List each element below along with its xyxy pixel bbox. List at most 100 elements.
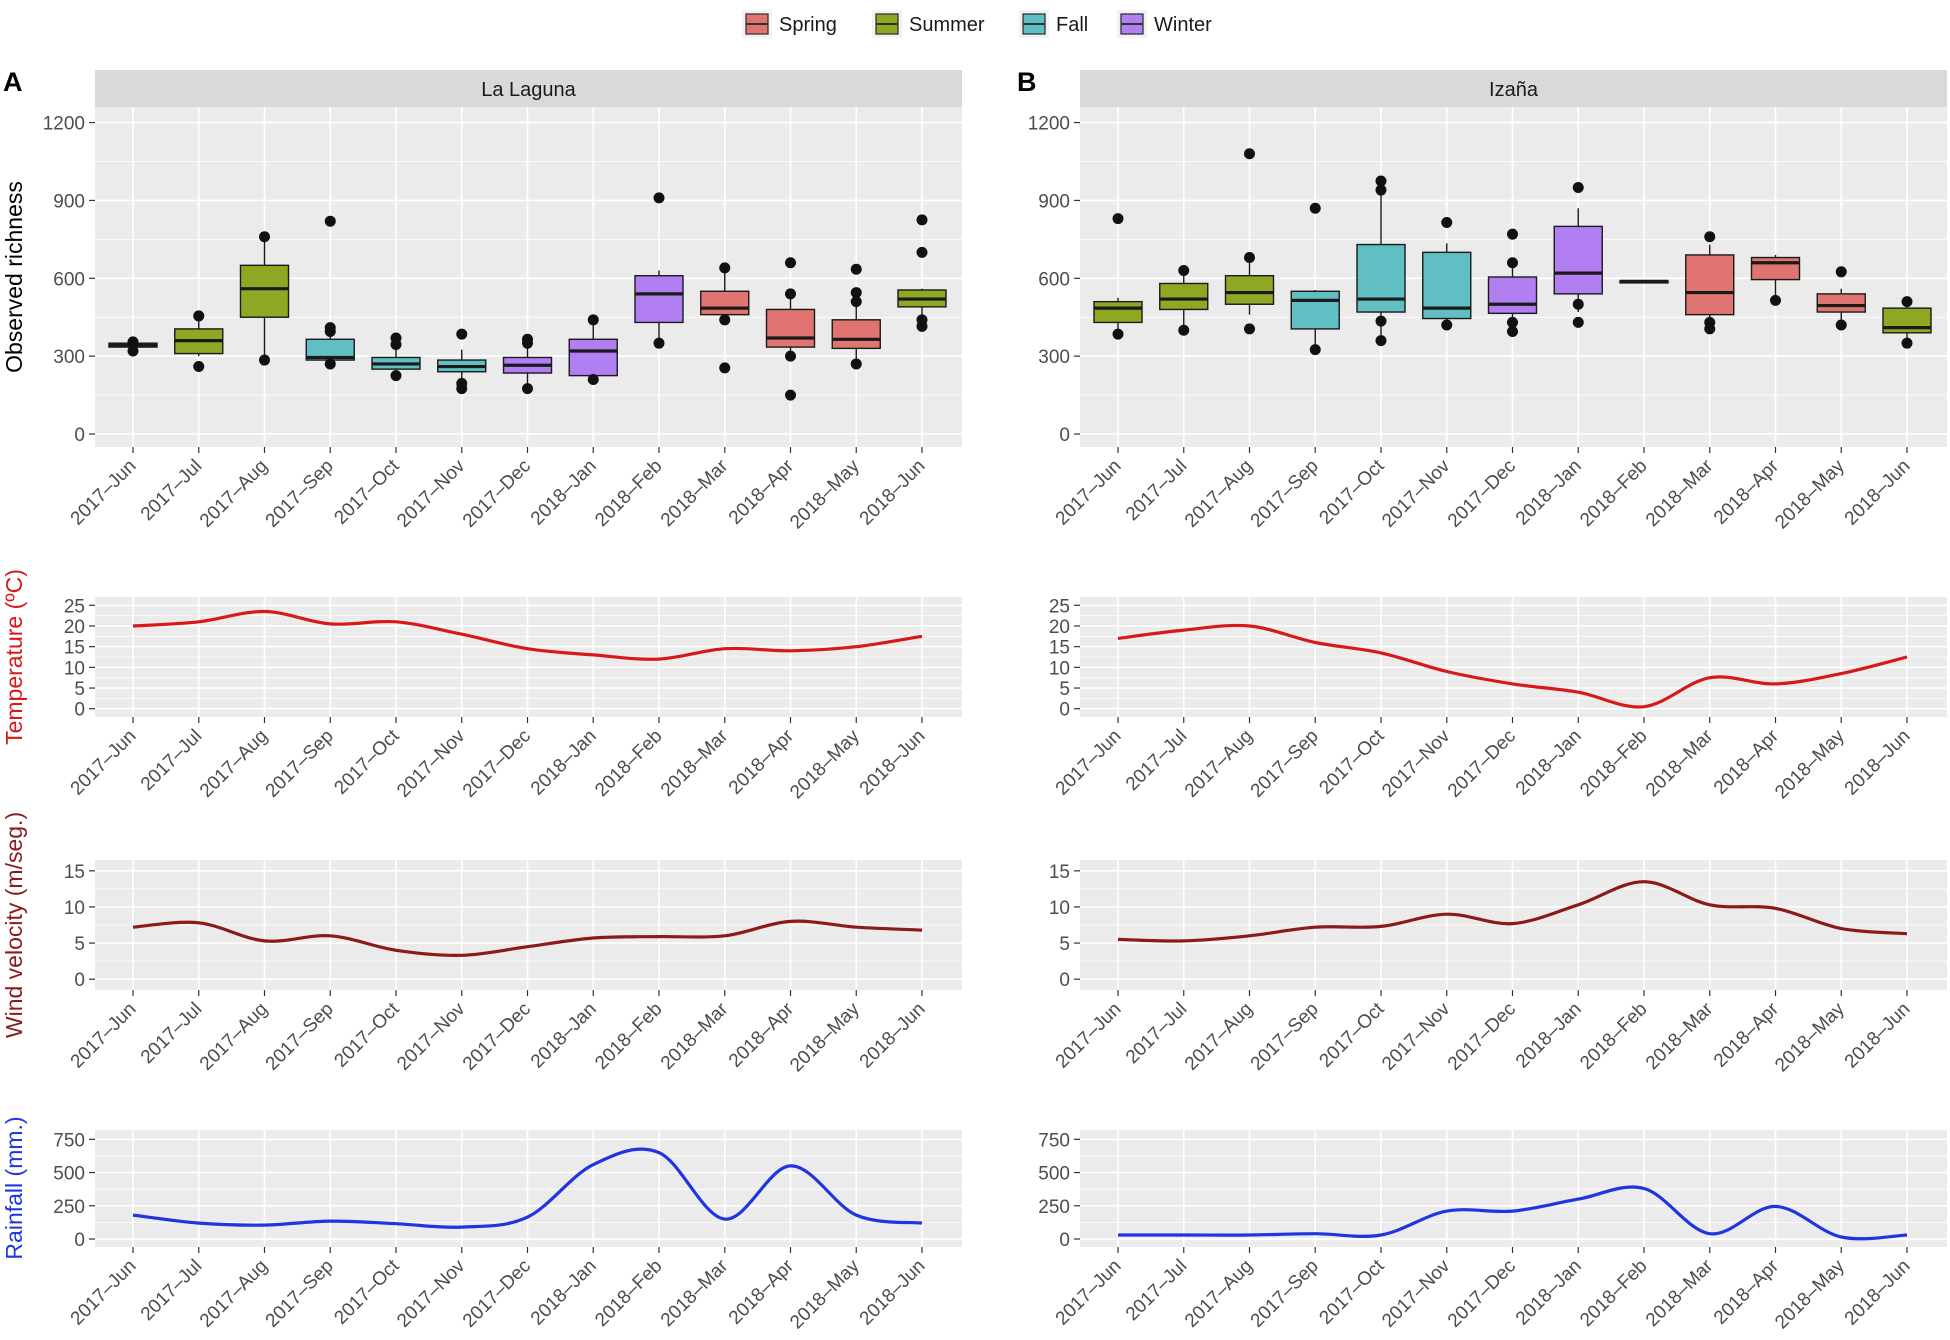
x-tick-label: 2017–Sep <box>262 1256 338 1332</box>
y-tick-label: 0 <box>1059 425 1070 446</box>
panels: La LagunaA030060090012002017–Jun2017–Jul… <box>1 67 1947 1333</box>
x-tick-label: 2017–Jun <box>1052 726 1126 800</box>
outlier-point <box>1770 294 1781 306</box>
outlier-point <box>127 336 139 348</box>
outlier-point <box>1178 265 1190 277</box>
y-tick-label: 900 <box>1038 191 1070 212</box>
x-tick-label: 2018–Feb <box>1576 456 1651 531</box>
outlier-point <box>1507 326 1518 338</box>
x-tick-label: 2018–May <box>786 725 864 803</box>
outlier-point <box>1441 319 1453 331</box>
x-tick-label: 2018–May <box>786 1255 864 1333</box>
y-tick-label: 5 <box>74 679 85 700</box>
y-tick-label: 15 <box>1049 862 1070 883</box>
x-tick-label: 2017–Jun <box>67 456 141 530</box>
x-tick-label: 2017–Jul <box>1122 999 1191 1068</box>
series-line <box>1117 623 1908 709</box>
x-tick-label: 2017–Dec <box>459 726 535 802</box>
outlier-point <box>390 332 402 344</box>
panel-a-row-4: 0 250 500 750 2017–Jun2017–Jul2017–Aug2017–S… <box>1 1116 962 1333</box>
legend-label: Spring <box>779 14 837 36</box>
outlier-point <box>785 288 796 300</box>
x-tick-label: 2018–Jun <box>856 1256 930 1330</box>
box-iqr <box>1159 282 1209 311</box>
outlier-point <box>456 377 468 389</box>
outlier-point <box>1835 319 1847 331</box>
y-tick-label: 5 <box>1059 934 1070 955</box>
outlier-point <box>324 322 336 334</box>
x-tick-label: 2017–Jul <box>137 726 206 795</box>
x-tick-label: 2018–Mar <box>657 1255 733 1331</box>
outlier-point <box>653 337 665 349</box>
outlier-point <box>259 231 270 243</box>
x-tick-label: 2017–Jul <box>137 456 206 525</box>
x-tick-label: 2018–Jun <box>1841 726 1915 800</box>
panel-b-row-4: 0 250 500 750 2017–Jun2017–Jul2017–Aug2017–S… <box>1038 1130 1947 1333</box>
box-iqr <box>1356 243 1406 313</box>
boxplot-2017–Jun <box>108 336 158 357</box>
boxplot-2017–Dec <box>502 333 553 395</box>
series-line <box>132 609 923 661</box>
x-tick-label: 2017–Nov <box>393 1255 469 1331</box>
outlier-point <box>719 362 731 374</box>
x-tick-label: 2018–May <box>1771 998 1849 1076</box>
y-tick-label: 0 <box>74 970 85 991</box>
x-tick-label: 2017–Nov <box>1378 455 1454 531</box>
outlier-point <box>1309 202 1321 214</box>
y-tick-label: 0 <box>74 425 85 446</box>
y-axis-title: Wind velocity (m/seg.) <box>1 812 27 1038</box>
outlier-point <box>1375 175 1387 187</box>
panel-tag: A <box>3 67 23 97</box>
x-tick-label: 2017–Nov <box>393 725 469 801</box>
x-tick-label: 2017–Sep <box>1247 999 1323 1075</box>
x-tick-label: 2018–May <box>786 455 864 533</box>
facet-title: Izaña <box>1489 79 1539 101</box>
x-tick-label: 2017–Aug <box>196 726 272 802</box>
x-tick-label: 2018–Jan <box>1512 456 1586 530</box>
y-tick-label: 10 <box>1049 658 1070 679</box>
outlier-point <box>1441 216 1453 228</box>
x-tick-label: 2017–Jun <box>1052 456 1126 530</box>
x-tick-label: 2017–Nov <box>1378 1255 1454 1331</box>
y-tick-label: 25 <box>64 596 85 617</box>
x-tick-label: 2017–Sep <box>1247 1256 1323 1332</box>
x-tick-label: 2017–Aug <box>196 456 272 532</box>
box-iqr <box>1224 275 1275 305</box>
x-tick-label: 2017–Dec <box>459 456 535 532</box>
outlier-point <box>259 354 270 366</box>
series-line <box>132 1147 923 1229</box>
x-tick-label: 2017–Sep <box>262 999 338 1075</box>
y-tick-label: 600 <box>53 269 85 290</box>
outlier-point <box>522 333 533 345</box>
boxplot-2018–May <box>831 263 881 370</box>
boxplot-2018–Feb <box>634 192 684 349</box>
x-tick-label: 2017–Sep <box>262 456 338 532</box>
x-tick-label: 2017–Jul <box>1122 456 1191 525</box>
y-tick-label: 20 <box>64 617 85 638</box>
x-tick-label: 2017–Dec <box>1444 999 1520 1075</box>
plot-background <box>95 1130 962 1247</box>
legend-label: Summer <box>909 14 985 36</box>
x-tick-label: 2018–Jan <box>1512 1256 1586 1330</box>
outlier-point <box>916 314 928 326</box>
outlier-point <box>1244 148 1255 160</box>
legend-item-fall: Fall <box>1019 10 1088 38</box>
plot-background <box>1080 1130 1947 1247</box>
y-tick-label: 300 <box>1038 347 1070 368</box>
outlier-point <box>785 350 796 362</box>
y-axis-title: Observed richness <box>1 181 27 373</box>
x-tick-label: 2018–Mar <box>657 455 733 531</box>
y-tick-label: 750 <box>1038 1130 1070 1151</box>
boxplot-2018–Jun <box>897 214 947 332</box>
x-tick-label: 2018–Feb <box>591 456 666 531</box>
x-tick-label: 2018–Jun <box>856 456 930 530</box>
outlier-point <box>1178 324 1190 336</box>
box-iqr <box>1290 290 1340 330</box>
box-iqr <box>1553 225 1603 295</box>
facet-title: La Laguna <box>481 79 576 101</box>
outlier-point <box>1112 328 1124 340</box>
legend-item-winter: Winter <box>1117 10 1212 38</box>
outlier-point <box>193 361 205 373</box>
